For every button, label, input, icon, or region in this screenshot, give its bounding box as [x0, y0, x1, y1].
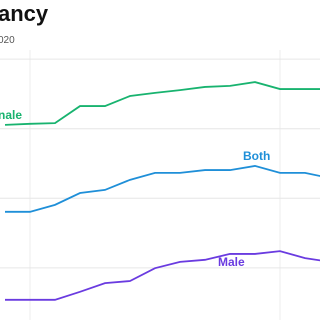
- series-line: [4, 81, 320, 126]
- series-line: [5, 164, 320, 213]
- chart-subtitle: 020: [0, 35, 15, 46]
- series-line: [5, 250, 320, 301]
- series-label: nale: [0, 108, 22, 122]
- series-label: Both: [243, 149, 270, 163]
- series-label: Male: [218, 255, 245, 269]
- chart-title: ancy: [0, 1, 49, 26]
